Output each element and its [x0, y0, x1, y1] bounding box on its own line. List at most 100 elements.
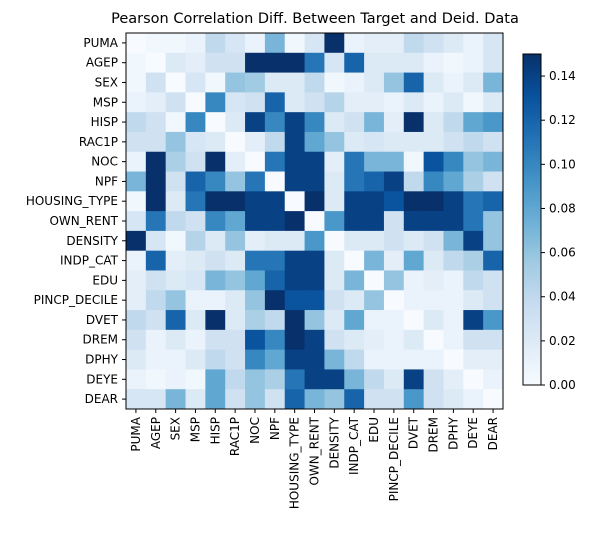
y-tick-label: NPF	[95, 174, 118, 188]
heatmap-cell	[344, 33, 365, 54]
heatmap-cell	[364, 112, 385, 133]
heatmap-cell	[304, 72, 325, 93]
heatmap-cell	[165, 151, 186, 172]
heatmap-cell	[483, 250, 504, 271]
heatmap-cell	[344, 171, 365, 192]
heatmap-cell	[205, 112, 226, 133]
heatmap-cell	[483, 349, 504, 370]
heatmap-cell	[324, 290, 345, 311]
heatmap-cell	[284, 270, 305, 291]
heatmap-cell	[245, 250, 266, 271]
heatmap-cell	[185, 92, 206, 113]
heatmap-cell	[284, 250, 305, 271]
heatmap-cell	[364, 191, 385, 212]
heatmap-cell	[344, 290, 365, 311]
heatmap-cell	[145, 310, 167, 331]
heatmap-cell	[225, 329, 246, 351]
y-tick-label: INDP_CAT	[60, 254, 119, 268]
heatmap-cell	[364, 72, 385, 93]
heatmap-cell	[126, 329, 147, 351]
heatmap-cell	[423, 52, 444, 73]
heatmap-cell	[403, 310, 425, 331]
heatmap-cell	[264, 72, 286, 93]
heatmap-cell	[364, 92, 385, 113]
heatmap-cell	[383, 52, 405, 73]
heatmap-cell	[165, 230, 186, 252]
heatmap-cell	[245, 52, 266, 73]
colorbar-tick-label: 0.10	[549, 157, 576, 171]
heatmap-cell	[165, 33, 186, 54]
heatmap-cell	[245, 72, 266, 93]
heatmap-cell	[344, 211, 365, 232]
heatmap-cell	[423, 191, 444, 212]
heatmap-cell	[126, 33, 147, 54]
heatmap-cell	[364, 171, 385, 192]
heatmap-cell	[284, 191, 305, 212]
y-tick-label: DENSITY	[66, 234, 118, 248]
heatmap-cell	[145, 52, 167, 73]
heatmap-cell	[304, 92, 325, 113]
heatmap-cell	[165, 270, 186, 291]
heatmap-cell	[443, 389, 464, 410]
heatmap-cell	[483, 310, 504, 331]
heatmap-cell	[126, 171, 147, 192]
colorbar	[522, 53, 542, 386]
heatmap-cell	[284, 72, 305, 93]
heatmap-cell	[264, 250, 286, 271]
heatmap-cell	[403, 349, 425, 370]
heatmap-cell	[443, 290, 464, 311]
heatmap-cell	[423, 329, 444, 351]
heatmap-cell	[423, 349, 444, 370]
heatmap-cell	[463, 270, 484, 291]
heatmap-cell	[443, 211, 464, 232]
heatmap-cell	[284, 310, 305, 331]
heatmap-cell	[145, 171, 167, 192]
heatmap-cell	[205, 151, 226, 172]
heatmap-cell	[126, 52, 147, 73]
y-tick-label: PUMA	[83, 36, 118, 50]
heatmap-cell	[443, 310, 464, 331]
heatmap-cell	[403, 72, 425, 93]
x-tick-label: EDU	[367, 417, 381, 443]
heatmap-cell	[284, 151, 305, 172]
heatmap-cell	[185, 369, 206, 390]
heatmap-cell	[225, 230, 246, 252]
heatmap-cell	[423, 389, 444, 410]
heatmap-cell	[324, 329, 345, 351]
heatmap-cell	[245, 33, 266, 54]
heatmap-cell	[304, 329, 325, 351]
heatmap-cell	[185, 52, 206, 73]
heatmap-cell	[264, 329, 286, 351]
heatmap-cell	[403, 369, 425, 390]
heatmap-cell	[185, 72, 206, 93]
heatmap-cell	[383, 250, 405, 271]
heatmap-cell	[344, 329, 365, 351]
heatmap-cell	[304, 191, 325, 212]
colorbar-tick-label: 0.04	[549, 290, 576, 304]
heatmap-cell	[463, 151, 484, 172]
heatmap-cell	[165, 92, 186, 113]
heatmap-cell	[383, 290, 405, 311]
heatmap-cell	[443, 369, 464, 390]
heatmap-cell	[225, 389, 246, 410]
heatmap-cell	[403, 211, 425, 232]
heatmap-cell	[403, 389, 425, 410]
heatmap-cell	[304, 151, 325, 172]
heatmap-cell	[145, 92, 167, 113]
heatmap-cell	[423, 171, 444, 192]
heatmap-cell	[463, 250, 484, 271]
heatmap-cell	[145, 112, 167, 133]
heatmap-cell	[126, 92, 147, 113]
heatmap-cell	[264, 270, 286, 291]
heatmap-cell	[443, 72, 464, 93]
heatmap-cell	[165, 112, 186, 133]
heatmap-cell	[205, 310, 226, 331]
x-tick-label: DVET	[407, 416, 421, 449]
heatmap-cell	[205, 290, 226, 311]
heatmap-cell	[483, 211, 504, 232]
heatmap-cell	[205, 250, 226, 271]
heatmap-cell	[344, 389, 365, 410]
heatmap-cell	[165, 290, 186, 311]
x-tick-label: DREM	[427, 417, 441, 453]
heatmap-cell	[463, 310, 484, 331]
